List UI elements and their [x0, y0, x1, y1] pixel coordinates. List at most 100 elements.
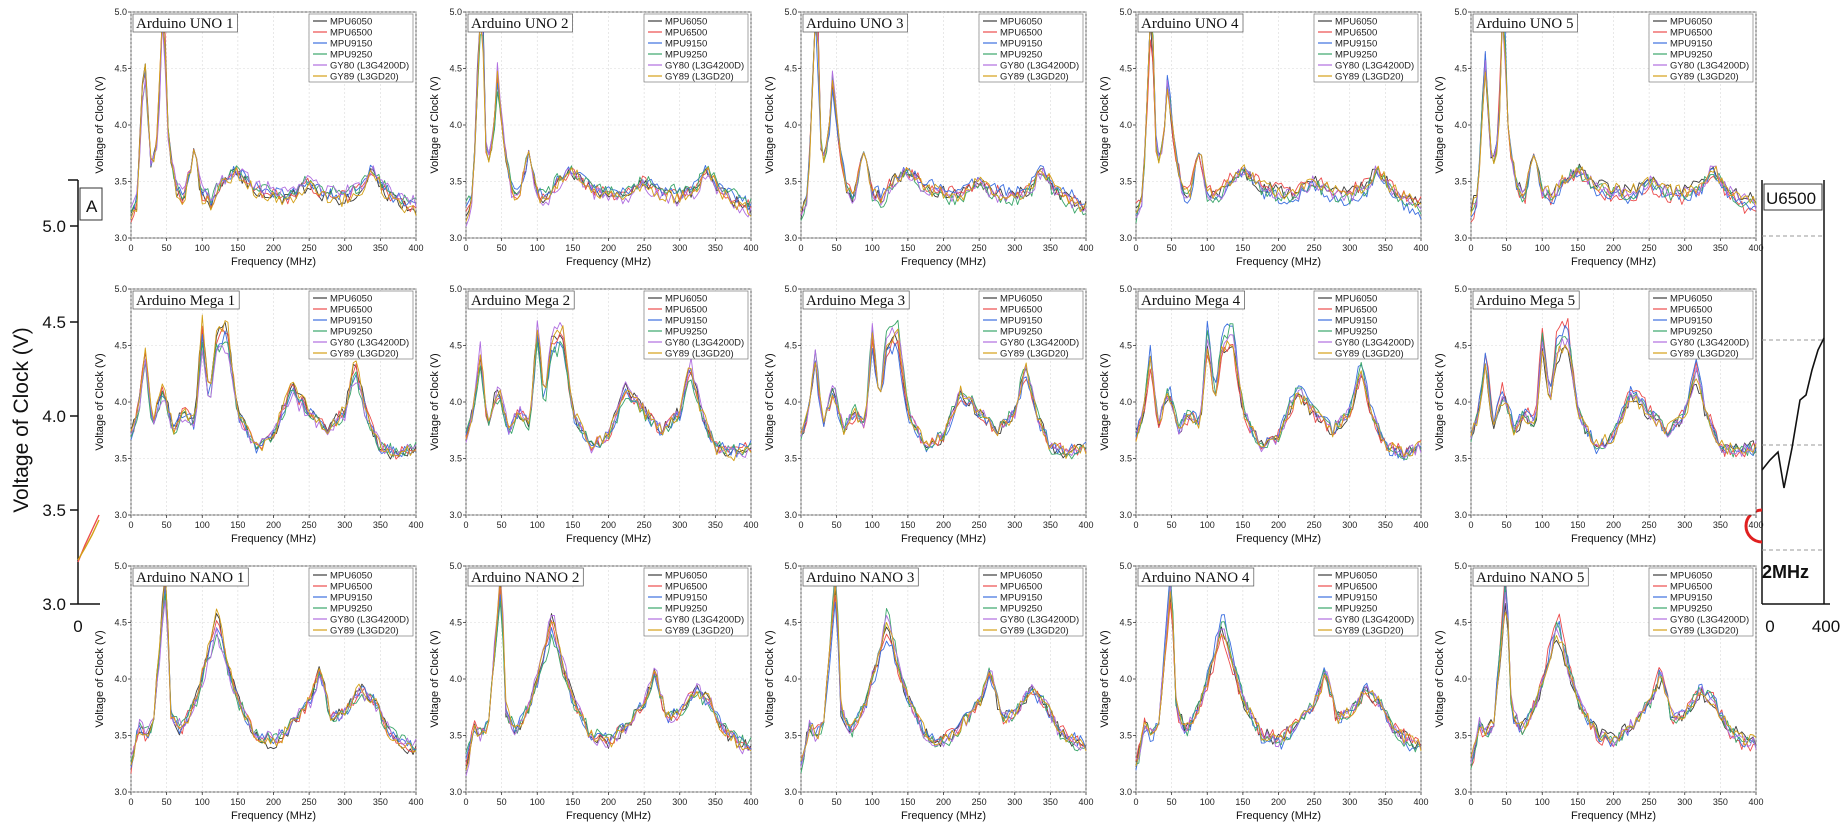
y-tick-label: 4.0 — [114, 120, 127, 130]
chart-panel: 0 50 100 150 200 250 300 350 400 3.0 3.5 4.0 4.5 5.0 F… — [94, 561, 424, 822]
y-tick-label: 4.0 — [1454, 674, 1467, 684]
panel-title-box — [1137, 13, 1244, 33]
legend-label: MPU6500 — [665, 304, 707, 315]
legend-label: MPU6500 — [1000, 27, 1042, 38]
panel-title-box — [802, 13, 908, 33]
series-line-gy89-l3gd20- — [1470, 344, 1757, 455]
background-y-tick-label: 5.0 — [42, 217, 66, 236]
y-tick-label: 3.0 — [114, 510, 127, 520]
x-axis-label: Frequency (MHz) — [231, 810, 316, 822]
y-tick-label: 4.5 — [1119, 64, 1132, 74]
panel-title-box — [132, 13, 238, 33]
panel-title-box — [802, 567, 919, 587]
chart-panel: 0 50 100 150 200 250 300 350 400 3.0 3.5 4.0 4.5 5.0 F… — [94, 284, 424, 545]
x-tick-label: 400 — [743, 243, 758, 253]
panel-title: Arduino Mega 4 — [1141, 293, 1241, 309]
series-line-mpu6500 — [1470, 17, 1757, 223]
series-line-mpu9150 — [465, 594, 752, 760]
x-tick-label: 50 — [1502, 243, 1512, 253]
series-line-mpu9150 — [800, 601, 1087, 764]
x-tick-label: 150 — [565, 243, 580, 253]
background-right-label: 2MHz — [1762, 562, 1809, 582]
x-tick-label: 100 — [1535, 797, 1550, 807]
x-tick-label: 150 — [900, 520, 915, 530]
panel-title-box — [132, 567, 249, 587]
x-tick-label: 300 — [672, 797, 687, 807]
x-tick-label: 0 — [1468, 520, 1473, 530]
x-axis-label: Frequency (MHz) — [1571, 256, 1656, 268]
y-tick-label: 5.0 — [114, 284, 127, 294]
legend-label: MPU6500 — [1335, 581, 1377, 592]
x-tick-label: 200 — [601, 243, 616, 253]
x-tick-label: 100 — [865, 243, 880, 253]
series-line-mpu9250 — [1135, 17, 1422, 224]
legend-label: GY80 (L3G4200D) — [1670, 60, 1749, 71]
x-tick-label: 0 — [1468, 243, 1473, 253]
legend-label: MPU9150 — [1335, 592, 1377, 603]
x-tick-label: 150 — [1570, 520, 1585, 530]
panel-title: Arduino UNO 4 — [1141, 16, 1239, 32]
x-axis-label: Frequency (MHz) — [1236, 533, 1321, 545]
x-tick-label: 350 — [373, 797, 388, 807]
y-axis-label: Voltage of Clock (V) — [1099, 630, 1111, 727]
series-line-gy89-l3gd20- — [1470, 17, 1757, 216]
y-tick-label: 3.5 — [1119, 731, 1132, 741]
x-axis-label: Frequency (MHz) — [566, 256, 651, 268]
x-tick-label: 200 — [266, 243, 281, 253]
x-tick-label: 0 — [128, 797, 133, 807]
x-tick-label: 0 — [1133, 797, 1138, 807]
background-x-tick-left: 0 — [73, 617, 82, 636]
y-tick-label: 3.5 — [1454, 454, 1467, 464]
panel-title: Arduino UNO 1 — [136, 16, 234, 32]
x-tick-label: 100 — [1200, 243, 1215, 253]
series-line-mpu9250 — [1135, 578, 1422, 765]
legend-label: MPU9250 — [1000, 326, 1042, 337]
x-tick-label: 300 — [1677, 797, 1692, 807]
legend-label: MPU9150 — [665, 592, 707, 603]
y-axis-label: Voltage of Clock (V) — [94, 630, 106, 727]
legend-label: MPU6500 — [665, 581, 707, 592]
legend-label: MPU9150 — [665, 315, 707, 326]
x-axis-label: Frequency (MHz) — [231, 533, 316, 545]
x-tick-label: 0 — [463, 520, 468, 530]
series-line-gy89-l3gd20- — [465, 325, 752, 462]
y-tick-label: 5.0 — [1119, 7, 1132, 17]
x-tick-label: 100 — [1535, 243, 1550, 253]
y-tick-label: 5.0 — [1454, 7, 1467, 17]
legend-box — [1648, 13, 1754, 83]
background-right-panel — [1762, 180, 1824, 610]
background-right-x-tick-400: 400 — [1812, 617, 1840, 636]
x-tick-label: 100 — [1535, 520, 1550, 530]
x-tick-label: 0 — [1468, 797, 1473, 807]
y-tick-label: 3.5 — [1119, 177, 1132, 187]
legend-label: MPU6500 — [330, 27, 372, 38]
x-tick-label: 50 — [832, 797, 842, 807]
x-axis-label: Frequency (MHz) — [901, 810, 986, 822]
legend-label: MPU9150 — [1000, 38, 1042, 49]
y-tick-label: 3.0 — [1454, 233, 1467, 243]
y-tick-label: 4.0 — [449, 120, 462, 130]
legend-label: GY80 (L3G4200D) — [1335, 614, 1414, 625]
y-tick-label: 3.0 — [1454, 510, 1467, 520]
y-tick-label: 3.5 — [1454, 731, 1467, 741]
legend-label: MPU6050 — [1000, 293, 1042, 304]
legend-label: GY80 (L3G4200D) — [1670, 337, 1749, 348]
legend-label: MPU6500 — [1000, 304, 1042, 315]
series-line-gy89-l3gd20- — [1135, 591, 1422, 767]
y-tick-label: 4.5 — [449, 618, 462, 628]
y-tick-label: 5.0 — [784, 561, 797, 571]
x-tick-label: 250 — [972, 243, 987, 253]
x-tick-label: 150 — [230, 797, 245, 807]
chart-panel: 0 50 100 150 200 250 300 350 400 3.0 3.5 4.0 4.5 5.0 F… — [1434, 7, 1764, 268]
x-axis-label: Frequency (MHz) — [231, 256, 316, 268]
legend-label: GY80 (L3G4200D) — [1335, 337, 1414, 348]
x-tick-label: 100 — [530, 520, 545, 530]
y-tick-label: 3.5 — [784, 731, 797, 741]
chart-panel: 0 50 100 150 200 250 300 350 400 3.0 3.5 4.0 4.5 5.0 F… — [1099, 284, 1429, 545]
legend-box — [643, 13, 749, 83]
y-tick-label: 4.5 — [1119, 341, 1132, 351]
legend-label: MPU9150 — [1335, 315, 1377, 326]
y-tick-label: 4.5 — [449, 341, 462, 351]
x-tick-label: 300 — [1007, 243, 1022, 253]
x-tick-label: 300 — [1007, 520, 1022, 530]
